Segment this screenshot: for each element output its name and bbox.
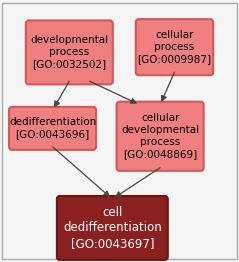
FancyBboxPatch shape bbox=[9, 107, 96, 150]
Text: cellular
developmental
process
[GO:0048869]: cellular developmental process [GO:00488… bbox=[121, 113, 199, 159]
FancyBboxPatch shape bbox=[117, 102, 204, 171]
Text: developmental
process
[GO:0032502]: developmental process [GO:0032502] bbox=[30, 35, 108, 69]
FancyBboxPatch shape bbox=[26, 20, 113, 84]
Text: dedifferentiation
[GO:0043696]: dedifferentiation [GO:0043696] bbox=[9, 117, 96, 139]
Text: cellular
process
[GO:0009987]: cellular process [GO:0009987] bbox=[137, 30, 212, 64]
FancyBboxPatch shape bbox=[57, 196, 168, 260]
Text: cell
dedifferentiation
[GO:0043697]: cell dedifferentiation [GO:0043697] bbox=[63, 206, 162, 250]
FancyBboxPatch shape bbox=[136, 19, 213, 75]
